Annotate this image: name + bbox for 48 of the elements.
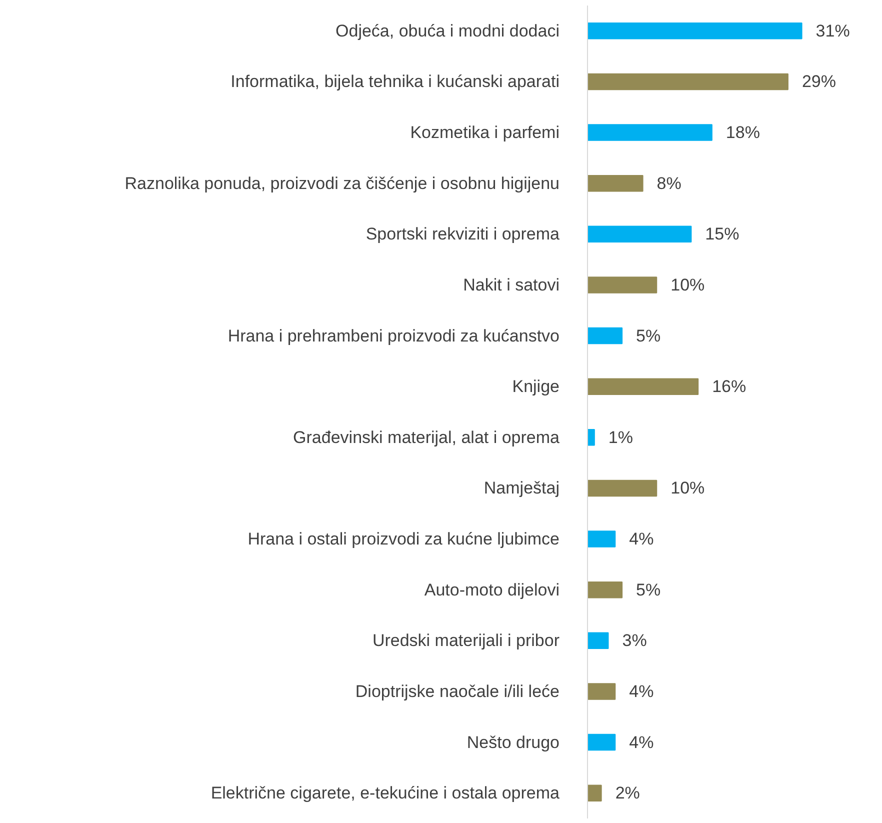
bar [588, 530, 616, 548]
bar [588, 734, 616, 751]
bar [588, 226, 692, 243]
y-tick-label: Hrana i ostali proizvodi za kućne ljubimce [248, 530, 560, 549]
data-label: 15% [705, 224, 740, 244]
data-label: 3% [622, 631, 647, 650]
y-tick-label: Dioptrijske naočale i/ili leće [355, 682, 560, 701]
y-tick-label: Nešto drugo [466, 732, 560, 752]
bar [588, 581, 623, 598]
y-tick-label: Građevinski materijal, alat i oprema [293, 428, 560, 447]
data-label: 10% [670, 275, 705, 294]
data-label: 5% [636, 326, 661, 346]
y-tick-label: Auto-moto dijelovi [424, 580, 560, 600]
data-label: 2% [615, 784, 640, 803]
data-label: 8% [656, 174, 682, 193]
y-tick-label: Električne cigarete, e-tekućine i ostala oprema [210, 784, 560, 803]
y-tick-label: Uredski materijali i pribor [372, 631, 560, 650]
bar [588, 327, 623, 344]
bar [588, 73, 788, 90]
y-tick-label: Sportski rekviziti i oprema [366, 224, 560, 244]
bar [588, 22, 802, 40]
data-label: 4% [629, 732, 654, 752]
data-label: 4% [629, 682, 654, 701]
y-tick-label: Kozmetika i parfemi [410, 123, 560, 142]
y-tick-label: Odjeća, obuća i modni dodaci [336, 21, 560, 40]
y-tick-label: Raznolika ponuda, proizvodi za čišćenje i osobnu higijenu [124, 174, 560, 193]
y-tick-label: Informatika, bijela tehnika i kućanski aparati [230, 72, 560, 92]
y-tick-label: Knjige [512, 377, 560, 396]
data-label: 18% [726, 123, 760, 142]
bar [588, 378, 699, 395]
data-label: 31% [816, 21, 850, 40]
data-label: 29% [802, 72, 836, 92]
bar [588, 124, 712, 141]
y-tick-label: Nakit i satovi [463, 275, 560, 294]
y-tick-label: Hrana i prehrambeni proizvodi za kućanstvo [228, 326, 560, 346]
data-label: 5% [636, 580, 661, 600]
data-label: 16% [712, 377, 746, 396]
data-label: 10% [670, 478, 705, 498]
bar [588, 429, 595, 446]
bar [588, 480, 658, 497]
bar [588, 174, 644, 192]
bar [588, 276, 658, 294]
y-tick-label: Namještaj [484, 478, 560, 498]
bar [588, 683, 616, 700]
bar [588, 784, 602, 802]
data-label: 1% [608, 428, 633, 447]
bar [588, 632, 609, 650]
data-label: 4% [629, 530, 654, 549]
